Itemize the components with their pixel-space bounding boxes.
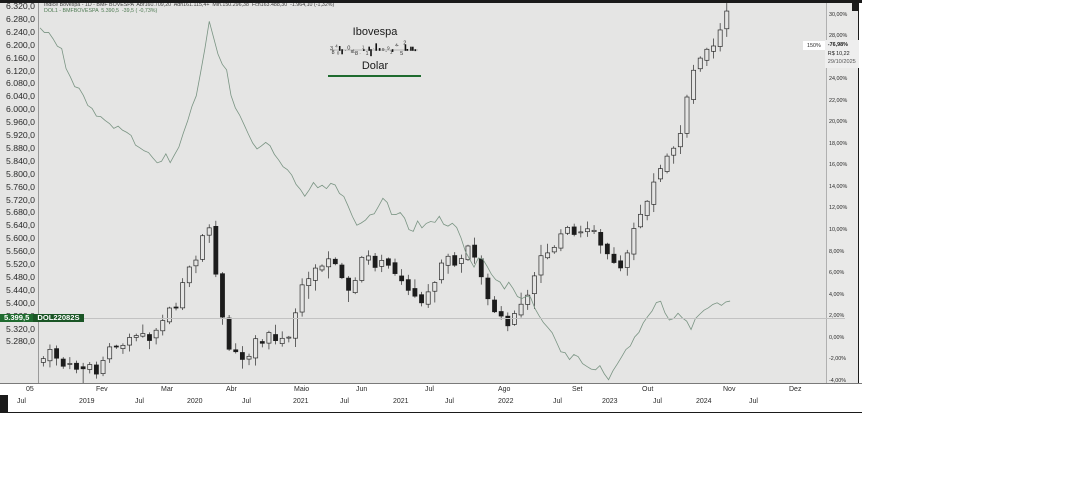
svg-text:.: . bbox=[359, 51, 360, 56]
svg-text:1: 1 bbox=[366, 51, 369, 57]
svg-text:-: - bbox=[397, 42, 399, 48]
svg-text:4: 4 bbox=[335, 44, 338, 49]
svg-text:5: 5 bbox=[400, 51, 403, 57]
svg-text:8: 8 bbox=[332, 50, 335, 56]
svg-text:8: 8 bbox=[355, 51, 358, 57]
svg-text:.: . bbox=[373, 45, 374, 51]
svg-text:1: 1 bbox=[362, 45, 365, 50]
svg-text:0: 0 bbox=[337, 51, 340, 56]
